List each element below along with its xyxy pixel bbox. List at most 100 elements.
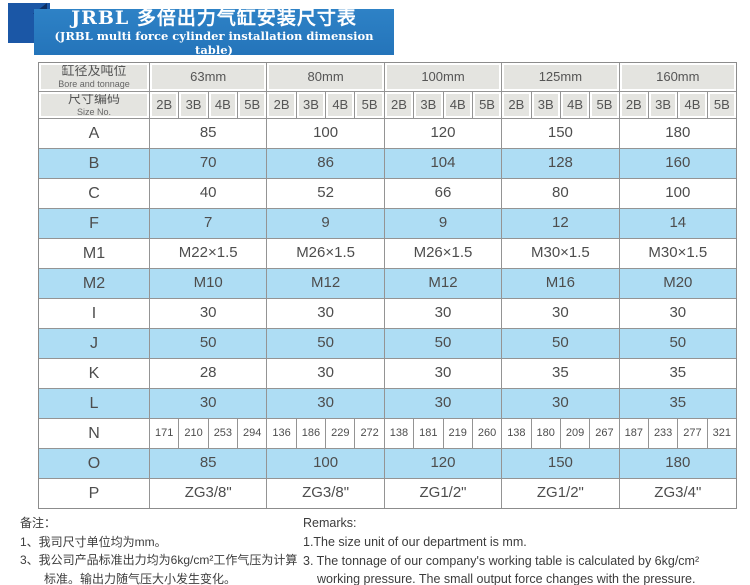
cell-N-160mm-5B: 321 xyxy=(707,419,736,448)
header-bore-label: 63mm xyxy=(190,68,227,84)
cell-M2-160mm: M20 xyxy=(619,269,736,298)
cell-O-125mm: 150 xyxy=(502,449,619,478)
header-bore-63mm: 63mm xyxy=(150,63,267,91)
cell-L-125mm: 30 xyxy=(502,389,619,418)
cell-L-160mm: 35 xyxy=(619,389,736,418)
cell-N-125mm-4B: 209 xyxy=(560,419,590,448)
header-sub-80mm-5B: 5B xyxy=(355,92,384,118)
cell-M1-125mm: M30×1.5 xyxy=(502,239,619,268)
header-sub-label: 2B xyxy=(273,96,290,112)
cell-P-80mm: ZG3/8" xyxy=(267,479,384,508)
header-sub-label: 4B xyxy=(332,96,349,112)
header-sub-label: 3B xyxy=(655,96,672,112)
page-title-en: (JRBL multi force cylinder installation … xyxy=(54,28,374,57)
cell-K-160mm: 35 xyxy=(619,359,736,388)
header-bore-label: 160mm xyxy=(656,68,700,84)
cell-M1-80mm: M26×1.5 xyxy=(267,239,384,268)
header-sub-label: 4B xyxy=(684,96,701,112)
cell-F-80mm: 9 xyxy=(267,209,384,238)
cell-C-63mm: 40 xyxy=(150,179,267,208)
header-sub-80mm-2B: 2B xyxy=(267,92,296,118)
cell-N-100mm-3B: 181 xyxy=(414,419,443,448)
cell-N-80mm-2B: 136 xyxy=(267,419,296,448)
cell-A-100mm: 120 xyxy=(384,119,502,148)
notes-zh-item-1: 1、我司尺寸单位均为mm。 xyxy=(20,534,167,549)
header-sub-125mm-5B: 5B xyxy=(590,92,619,118)
notes-zh-heading: 备注： xyxy=(20,516,57,530)
cell-C-100mm: 66 xyxy=(384,179,502,208)
cell-O-63mm: 85 xyxy=(150,449,267,478)
header-bore-160mm: 160mm xyxy=(619,63,736,91)
cell-C-80mm: 52 xyxy=(267,179,384,208)
ribbon-fold-icon xyxy=(33,3,47,14)
row-label-B: B xyxy=(39,149,149,178)
cell-P-100mm: ZG1/2" xyxy=(384,479,502,508)
cell-J-160mm: 50 xyxy=(619,329,736,358)
header-sub-125mm-3B: 3B xyxy=(531,92,560,118)
header-bore-80mm: 80mm xyxy=(267,63,384,91)
cell-P-63mm: ZG3/8" xyxy=(150,479,267,508)
header-sub-label: 2B xyxy=(391,96,407,112)
header-sub-label: 5B xyxy=(713,96,730,112)
cell-J-63mm: 50 xyxy=(150,329,267,358)
cell-N-63mm-5B: 294 xyxy=(238,419,267,448)
cell-M2-100mm: M12 xyxy=(384,269,502,298)
cell-M1-63mm: M22×1.5 xyxy=(150,239,267,268)
row-label-N: N xyxy=(39,419,149,448)
cell-A-160mm: 180 xyxy=(619,119,736,148)
header-sub-label: 2B xyxy=(508,96,525,112)
header-sub-125mm-2B: 2B xyxy=(502,92,531,118)
header-sub-63mm-2B: 2B xyxy=(150,92,179,118)
cell-I-160mm: 30 xyxy=(619,299,736,328)
cell-P-125mm: ZG1/2" xyxy=(502,479,619,508)
header-sub-label: 5B xyxy=(244,96,261,112)
cell-A-125mm: 150 xyxy=(502,119,619,148)
cell-N-80mm-4B: 229 xyxy=(326,419,355,448)
cell-C-125mm: 80 xyxy=(502,179,619,208)
cell-L-80mm: 30 xyxy=(267,389,384,418)
cell-K-63mm: 28 xyxy=(150,359,267,388)
notes-en-item-1: 1.The size unit of our department is mm. xyxy=(303,534,527,549)
header-bore-tonnage-en: Bore and tonnage xyxy=(58,78,130,89)
cell-C-160mm: 100 xyxy=(619,179,736,208)
notes-zh-item-2: 3、我公司产品标准出力均为6kg/cm²工作气压为计算标准。输出力随气压大小发生… xyxy=(20,553,298,585)
header-sub-100mm-5B: 5B xyxy=(472,92,502,118)
header-bore-label: 100mm xyxy=(421,68,465,84)
header-sub-63mm-3B: 3B xyxy=(179,92,208,118)
row-label-F: F xyxy=(39,209,149,238)
header-size-no-zh: 尺寸编码 xyxy=(67,92,120,107)
cell-F-100mm: 9 xyxy=(384,209,502,238)
cell-N-100mm-2B: 138 xyxy=(384,419,414,448)
header-bore-label: 125mm xyxy=(538,68,583,84)
row-label-I: I xyxy=(39,299,149,328)
cell-N-125mm-5B: 267 xyxy=(590,419,619,448)
header-sub-100mm-3B: 3B xyxy=(414,92,443,118)
header-sub-label: 2B xyxy=(156,96,173,112)
cell-M2-125mm: M16 xyxy=(502,269,619,298)
header-sub-label: 4B xyxy=(214,96,231,112)
header-sub-label: 4B xyxy=(567,96,584,112)
header-sub-63mm-4B: 4B xyxy=(208,92,238,118)
row-label-K: K xyxy=(39,359,149,388)
row-label-L: L xyxy=(39,389,149,418)
cell-M2-80mm: M12 xyxy=(267,269,384,298)
cell-I-100mm: 30 xyxy=(384,299,502,328)
cell-F-160mm: 14 xyxy=(619,209,736,238)
row-label-O: O xyxy=(39,449,149,478)
cell-I-80mm: 30 xyxy=(267,299,384,328)
cell-N-125mm-3B: 180 xyxy=(531,419,560,448)
cell-N-80mm-5B: 272 xyxy=(355,419,384,448)
cell-M2-63mm: M10 xyxy=(150,269,267,298)
cell-N-63mm-4B: 253 xyxy=(208,419,238,448)
notes-en-item-2: 3. The tonnage of our company's working … xyxy=(303,553,700,585)
cell-K-100mm: 30 xyxy=(384,359,502,388)
row-label-A: A xyxy=(39,119,149,148)
cell-N-160mm-4B: 277 xyxy=(678,419,707,448)
header-bore-tonnage-zh: 缸径及吨位 xyxy=(61,63,127,79)
cell-N-160mm-2B: 187 xyxy=(619,419,648,448)
header-sub-label: 5B xyxy=(596,96,613,112)
dimension-table: 缸径及吨位 Bore and tonnage 63mm 80mm 100mm 125mm 1… xyxy=(38,62,737,509)
header-sub-80mm-4B: 4B xyxy=(326,92,355,118)
header-sub-label: 4B xyxy=(449,96,466,112)
